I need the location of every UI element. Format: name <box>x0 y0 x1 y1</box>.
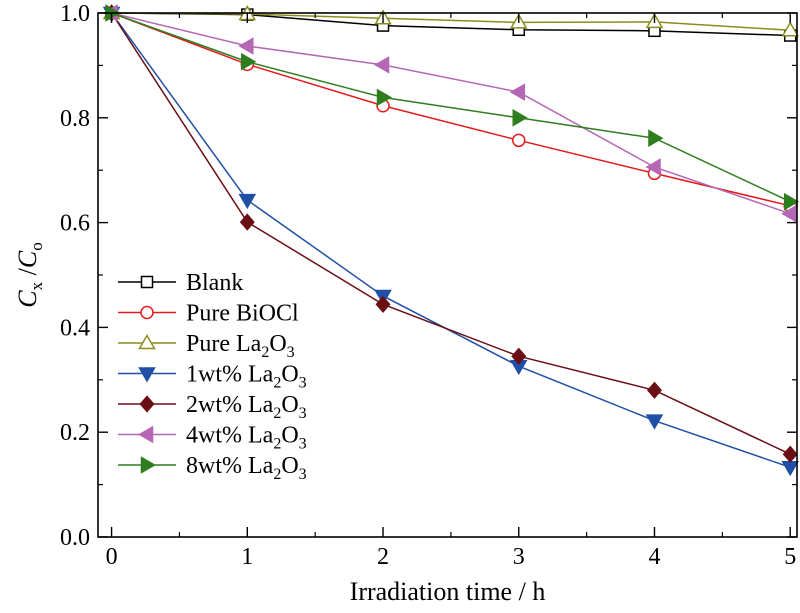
x-tick-label: 1 <box>241 544 253 570</box>
series-6 <box>105 4 800 211</box>
y-axis-title-sub-2: o <box>27 242 46 251</box>
legend-label-sub: 2 <box>261 344 269 361</box>
y-tick-label: 0.2 <box>60 420 90 446</box>
legend-label: 4wt% La2O3 <box>186 423 307 453</box>
data-point <box>781 204 797 223</box>
data-point <box>511 347 527 365</box>
x-axis-title: Irradiation time / h <box>350 577 546 606</box>
legend-item: Blank <box>118 270 243 296</box>
legend-label-sub2: 3 <box>299 466 307 483</box>
data-point <box>781 21 800 37</box>
legend-label: Pure La2O3 <box>186 331 295 361</box>
y-tick-label: 0.0 <box>60 525 90 551</box>
legend-label-sub2: 3 <box>299 375 307 392</box>
legend-label-sub2: 3 <box>299 436 307 453</box>
y-axis-title-sub-1: x <box>27 281 46 290</box>
data-point <box>645 414 664 430</box>
series-line <box>111 12 791 32</box>
x-tick-label: 5 <box>784 544 796 570</box>
legend-item: 8wt% La2O3 <box>118 453 307 483</box>
legend-label-tail: O <box>281 362 298 388</box>
chart-axes: 0 1 2 3 4 50.00.20.40.60.81.0 <box>60 1 797 570</box>
legend-label: 8wt% La2O3 <box>186 453 307 483</box>
data-point <box>374 56 390 74</box>
legend-label-sub: 2 <box>273 405 281 422</box>
legend-label-tail: O <box>269 331 286 357</box>
series-4 <box>104 4 798 463</box>
data-point <box>238 193 257 210</box>
legend-item: Pure La2O3 <box>118 331 295 361</box>
chart-marks <box>102 3 800 477</box>
y-tick-label: 0.8 <box>60 106 90 132</box>
series-line <box>111 12 791 203</box>
data-point <box>645 158 661 176</box>
legend-label-sub: 2 <box>273 466 281 483</box>
y-axis-title-main-1: C <box>13 290 42 308</box>
series-line <box>111 12 791 207</box>
data-point <box>239 213 255 231</box>
legend-label-tail: O <box>281 423 298 449</box>
data-point <box>782 445 798 463</box>
series-2 <box>102 3 800 37</box>
data-point <box>238 37 254 55</box>
x-tick-label: 3 <box>513 544 525 570</box>
legend-marker <box>140 275 154 289</box>
legend-item: 1wt% La2O3 <box>118 362 307 392</box>
legend-marker <box>138 333 156 350</box>
legend-label-main: 1wt% La <box>186 362 274 388</box>
series-line <box>110 12 791 455</box>
x-tick-label: 2 <box>377 544 389 570</box>
legend-marker <box>140 456 157 474</box>
y-axis-title-main-2: C <box>13 250 42 268</box>
data-point <box>512 109 528 127</box>
legend-marker <box>139 395 155 413</box>
x-tick-label: 4 <box>648 544 660 570</box>
y-tick-label: 0.6 <box>60 211 90 237</box>
data-point <box>783 192 800 211</box>
legend-marker <box>137 425 154 444</box>
legend-label: 1wt% La2O3 <box>186 362 307 392</box>
legend-label-main: Pure La <box>186 331 262 357</box>
legend-label-tail: O <box>281 392 298 418</box>
y-tick-label: 1.0 <box>60 1 90 27</box>
series-5 <box>102 4 797 223</box>
legend-item: 2wt% La2O3 <box>118 392 307 422</box>
y-axis-title: Cx /Co <box>13 242 46 307</box>
legend-marker <box>138 367 156 383</box>
legend-label-main: 2wt% La <box>186 392 274 418</box>
data-point <box>375 295 391 313</box>
legend-label-sub2: 3 <box>299 405 307 422</box>
legend-label: 2wt% La2O3 <box>186 392 307 422</box>
legend-label-main: Blank <box>186 270 243 296</box>
legend-marker <box>140 305 154 320</box>
legend-label-sub: 2 <box>273 375 281 392</box>
legend-label-sub2: 3 <box>287 344 295 361</box>
data-point <box>781 461 800 477</box>
data-point <box>509 83 526 101</box>
data-point <box>646 381 662 399</box>
y-tick-label: 0.4 <box>60 315 90 341</box>
legend-item: Pure BiOCl <box>118 301 299 327</box>
data-point <box>648 129 664 148</box>
data-point <box>376 88 393 107</box>
legend-label: Blank <box>186 270 243 296</box>
legend-label: Pure BiOCl <box>186 301 299 327</box>
legend-label-main: 8wt% La <box>186 453 274 479</box>
legend-label-tail: O <box>281 453 298 479</box>
series-line <box>111 12 791 215</box>
y-axis-title-slash: / <box>13 267 42 282</box>
data-point <box>241 52 257 71</box>
x-tick-label: 0 <box>106 544 118 570</box>
data-point <box>512 133 526 148</box>
legend-label-main: 4wt% La <box>186 423 274 449</box>
legend-item: 4wt% La2O3 <box>118 423 307 453</box>
legend-label-sub: 2 <box>273 436 281 453</box>
legend-label-main: Pure BiOCl <box>186 301 299 327</box>
series-1 <box>104 6 797 213</box>
